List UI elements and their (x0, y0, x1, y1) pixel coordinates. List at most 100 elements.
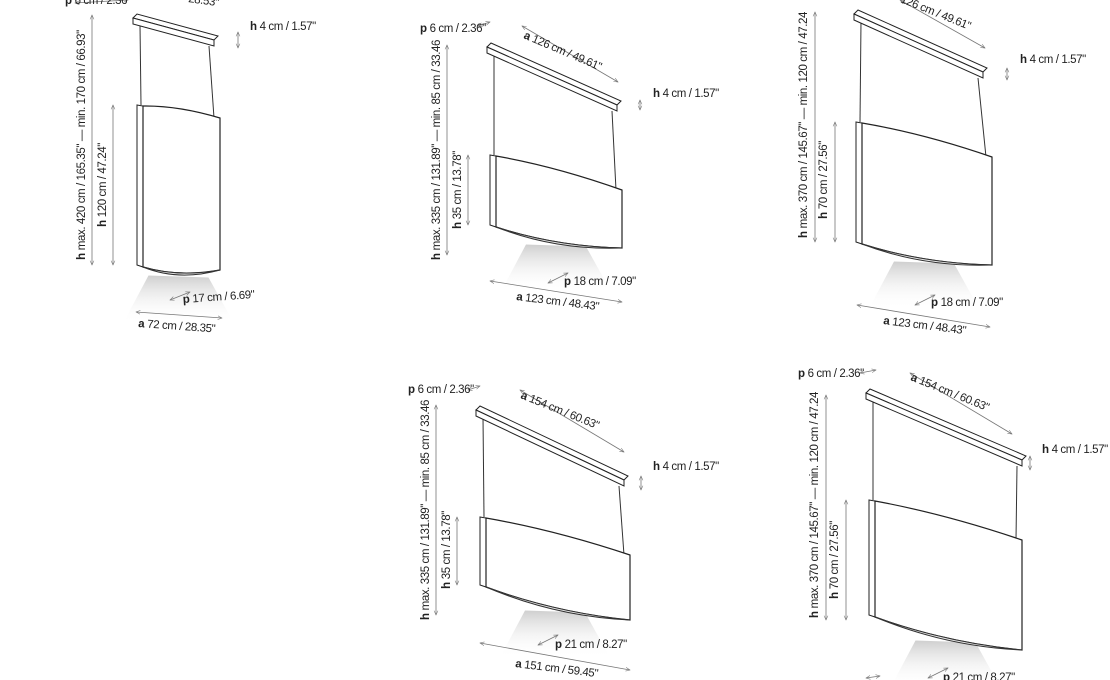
label-key: h (420, 613, 432, 620)
label-value: 4 cm / 1.57" (1052, 444, 1108, 456)
label-value: 21 cm / 8.27" (565, 639, 627, 651)
dimension-label: h max. 335 cm / 131.89" — min. 85 cm / 33… (431, 40, 443, 260)
shade-front (861, 122, 993, 266)
label-key: p (564, 276, 571, 288)
dimension-line (478, 22, 490, 26)
label-value: 6 cm / 2.36" (418, 384, 474, 396)
dimension-label: p 18 cm / 7.09" (564, 276, 636, 288)
shade-bottom (495, 226, 623, 249)
label-value: 123 cm / 48.43" (892, 316, 967, 337)
shade-side (489, 154, 497, 228)
dimension-label: h 120 cm / 47.24" (97, 143, 109, 227)
wire (859, 20, 862, 123)
wire (618, 485, 625, 556)
dimension-label: p 17 cm / 6.69" (182, 289, 255, 306)
label-value: 6 cm / 2.36" (808, 368, 864, 380)
shade-front (485, 517, 631, 621)
label-key: h (431, 253, 443, 260)
label-key: a (909, 372, 920, 386)
dimension-label: h max. 370 cm / 145.67" — min. 120 cm / 4… (809, 391, 821, 618)
label-value: max. 420 cm / 165.35" — min. 170 cm / 66… (76, 30, 88, 250)
label-key: h (818, 212, 830, 219)
label-key: h (653, 88, 660, 100)
dimension-line (136, 312, 222, 318)
label-key: a (515, 658, 523, 671)
label-key: h (76, 253, 88, 260)
dimension-label: a 151 cm / 59.45" (515, 658, 599, 680)
shade-front (142, 105, 221, 274)
label-value: 18 cm / 7.09" (574, 276, 636, 288)
label-key: p (420, 23, 427, 35)
dimension-line (915, 294, 935, 306)
dimension-line (490, 281, 622, 302)
label-key: h (1020, 54, 1027, 66)
label-value: 6 cm / 2.36" (75, 0, 131, 7)
label-key: h (798, 231, 810, 238)
dimension-label: h max. 370 cm / 145.67" — min. 120 cm / 4… (798, 11, 810, 238)
label-value: 4 cm / 1.57" (1030, 54, 1086, 66)
label-value: 126 cm / 49.61" (899, 0, 973, 33)
dimension-line (866, 676, 880, 678)
wire (1015, 465, 1018, 541)
label-value: 72 cm / 28.35" (147, 319, 216, 336)
label-value: 4 cm / 1.57" (260, 21, 316, 33)
dimension-label: h max. 420 cm / 165.35" — min. 170 cm / 6… (76, 30, 88, 260)
wire (208, 45, 215, 119)
label-key: a (883, 315, 891, 328)
label-key: p (65, 0, 72, 7)
label-value: 4 cm / 1.57" (663, 461, 719, 473)
light-cone (894, 640, 997, 680)
label-key: h (97, 220, 109, 227)
dimension-label: a 123 cm / 48.43" (516, 291, 600, 313)
dimension-line (860, 370, 876, 373)
dimension-label: p 21 cm / 8.27" (943, 672, 1015, 680)
wire (139, 24, 142, 106)
dimension-label: h 70 cm / 27.56" (829, 521, 841, 599)
dimension-line (928, 667, 948, 679)
label-key: h (441, 582, 453, 589)
label-key: h (250, 21, 257, 33)
dimension-line (170, 292, 190, 300)
canopy (865, 392, 1023, 467)
shade-bottom (142, 266, 221, 276)
label-value: 35 cm / 13.78" (441, 511, 453, 579)
label-key: h (829, 592, 841, 599)
dimension-label: h 70 cm / 27.56" (818, 141, 830, 219)
shade-bottom (485, 586, 631, 621)
dimension-line (75, 0, 128, 3)
canopy (486, 46, 618, 112)
label-value: 70 cm / 27.56" (829, 521, 841, 589)
label-key: a (138, 318, 146, 330)
lamp-drawing: 126 cm / 49.61"h 4 cm / 1.57"hmax. 370 cm… (798, 0, 1087, 337)
canopy-top (475, 405, 629, 481)
wire (977, 77, 987, 158)
label-value: 154 cm / 60.63" (527, 393, 601, 432)
shade-side (479, 516, 487, 588)
label-key: h (1042, 444, 1049, 456)
shade-side (868, 499, 876, 618)
dimension-line (520, 390, 624, 452)
label-value: max. 370 cm / 145.67" — min. 120 cm / 47… (809, 391, 821, 608)
label-key: p (931, 297, 938, 309)
shade-front (874, 500, 1023, 651)
label-key: h (452, 222, 464, 229)
label-key: a (519, 390, 530, 404)
label-value: 4 cm / 1.57" (663, 88, 719, 100)
dimension-label: h max. 335 cm / 131.89" — min. 85 cm / 33… (420, 400, 432, 620)
dimension-label: h 35 cm / 13.78" (452, 151, 464, 229)
label-key: p (182, 294, 190, 306)
dimension-label: a 72 cm / 28.35" (138, 318, 216, 335)
label-value: 35 cm / 13.78" (452, 151, 464, 219)
dimension-line (910, 373, 1012, 434)
label-key: h (809, 611, 821, 618)
shade-side (136, 104, 144, 268)
